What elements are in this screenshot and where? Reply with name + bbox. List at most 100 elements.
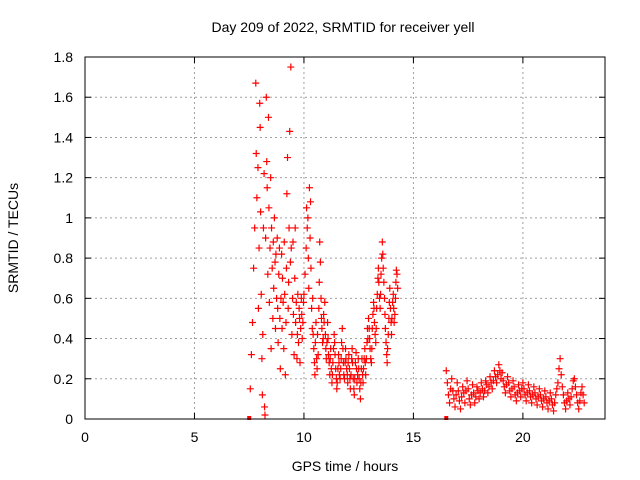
data-point <box>264 270 272 278</box>
data-point <box>525 387 533 395</box>
data-point <box>451 403 459 411</box>
data-point <box>296 314 304 322</box>
data-point <box>309 294 317 302</box>
data-point <box>470 389 478 397</box>
data-point <box>331 339 339 347</box>
data-point <box>268 264 276 272</box>
data-point <box>345 365 353 373</box>
data-point <box>276 314 284 322</box>
data-point <box>554 379 562 387</box>
data-point <box>557 371 565 379</box>
data-point <box>256 123 264 131</box>
data-point <box>318 325 326 332</box>
data-point <box>394 284 402 292</box>
data-point <box>391 310 399 318</box>
data-point <box>321 298 329 306</box>
data-point <box>348 345 356 353</box>
data-point <box>495 361 503 369</box>
data-point <box>444 391 452 399</box>
data-point <box>555 365 563 373</box>
data-point <box>282 318 290 326</box>
data-point <box>553 385 561 393</box>
data-point <box>377 270 385 278</box>
data-point <box>252 150 260 158</box>
data-point <box>329 359 337 367</box>
data-point <box>466 401 474 409</box>
data-point <box>258 355 266 363</box>
data-point <box>379 250 387 258</box>
data-point <box>450 395 458 403</box>
data-point <box>256 99 264 107</box>
data-point <box>351 359 359 367</box>
data-point <box>576 397 584 405</box>
data-point <box>323 339 331 347</box>
data-point <box>378 238 386 246</box>
data-point <box>381 325 389 332</box>
data-point <box>259 224 267 232</box>
data-point <box>471 399 479 407</box>
data-point <box>259 331 267 339</box>
data-point <box>389 290 397 298</box>
data-point <box>558 383 566 391</box>
data-point <box>505 379 513 387</box>
data-point <box>494 371 502 379</box>
data-point <box>263 184 271 192</box>
data-point <box>524 381 532 389</box>
data-point <box>293 331 301 339</box>
data-point <box>312 318 320 326</box>
data-point <box>567 393 575 401</box>
data-point <box>261 411 269 419</box>
data-point <box>390 318 398 326</box>
data-point <box>488 385 496 393</box>
data-point <box>283 190 291 198</box>
data-point <box>267 345 275 353</box>
y-tick-label: 0.6 <box>54 290 74 306</box>
data-point <box>282 264 290 272</box>
data-point <box>281 290 289 298</box>
data-point <box>263 158 271 166</box>
data-point <box>314 351 322 359</box>
data-point <box>392 278 400 286</box>
data-point <box>281 371 289 379</box>
data-point <box>289 294 297 302</box>
data-point <box>473 383 481 391</box>
data-point <box>257 208 265 216</box>
data-point <box>367 355 375 363</box>
data-point <box>247 351 255 359</box>
data-point <box>390 304 398 312</box>
data-point <box>278 274 286 282</box>
data-point <box>580 399 588 407</box>
data-point <box>289 238 297 246</box>
data-point <box>338 339 346 347</box>
data-point <box>296 359 304 367</box>
data-point <box>455 397 463 405</box>
data-point <box>531 389 539 397</box>
data-point <box>365 314 373 322</box>
data-point <box>295 304 303 312</box>
data-point <box>551 399 559 407</box>
plot-frame <box>84 56 606 420</box>
data-point <box>345 351 353 359</box>
data-point <box>476 389 484 397</box>
data-point <box>264 113 272 121</box>
data-point <box>333 385 341 393</box>
data-point <box>315 304 323 312</box>
data-point <box>277 294 285 302</box>
data-point <box>307 198 315 206</box>
data-point <box>266 244 274 252</box>
data-point <box>566 401 574 409</box>
data-point <box>333 379 341 387</box>
data-point <box>250 264 258 272</box>
data-point <box>330 331 338 339</box>
y-tick-label: 1.6 <box>54 89 74 105</box>
data-point <box>317 314 325 322</box>
data-point <box>370 298 378 306</box>
data-point <box>294 339 302 347</box>
data-point <box>372 325 380 332</box>
data-point <box>355 375 363 383</box>
data-point <box>253 194 261 202</box>
data-point <box>499 377 507 385</box>
data-point <box>458 393 466 401</box>
data-point <box>328 371 336 379</box>
y-tick-label: 1.4 <box>54 129 74 145</box>
